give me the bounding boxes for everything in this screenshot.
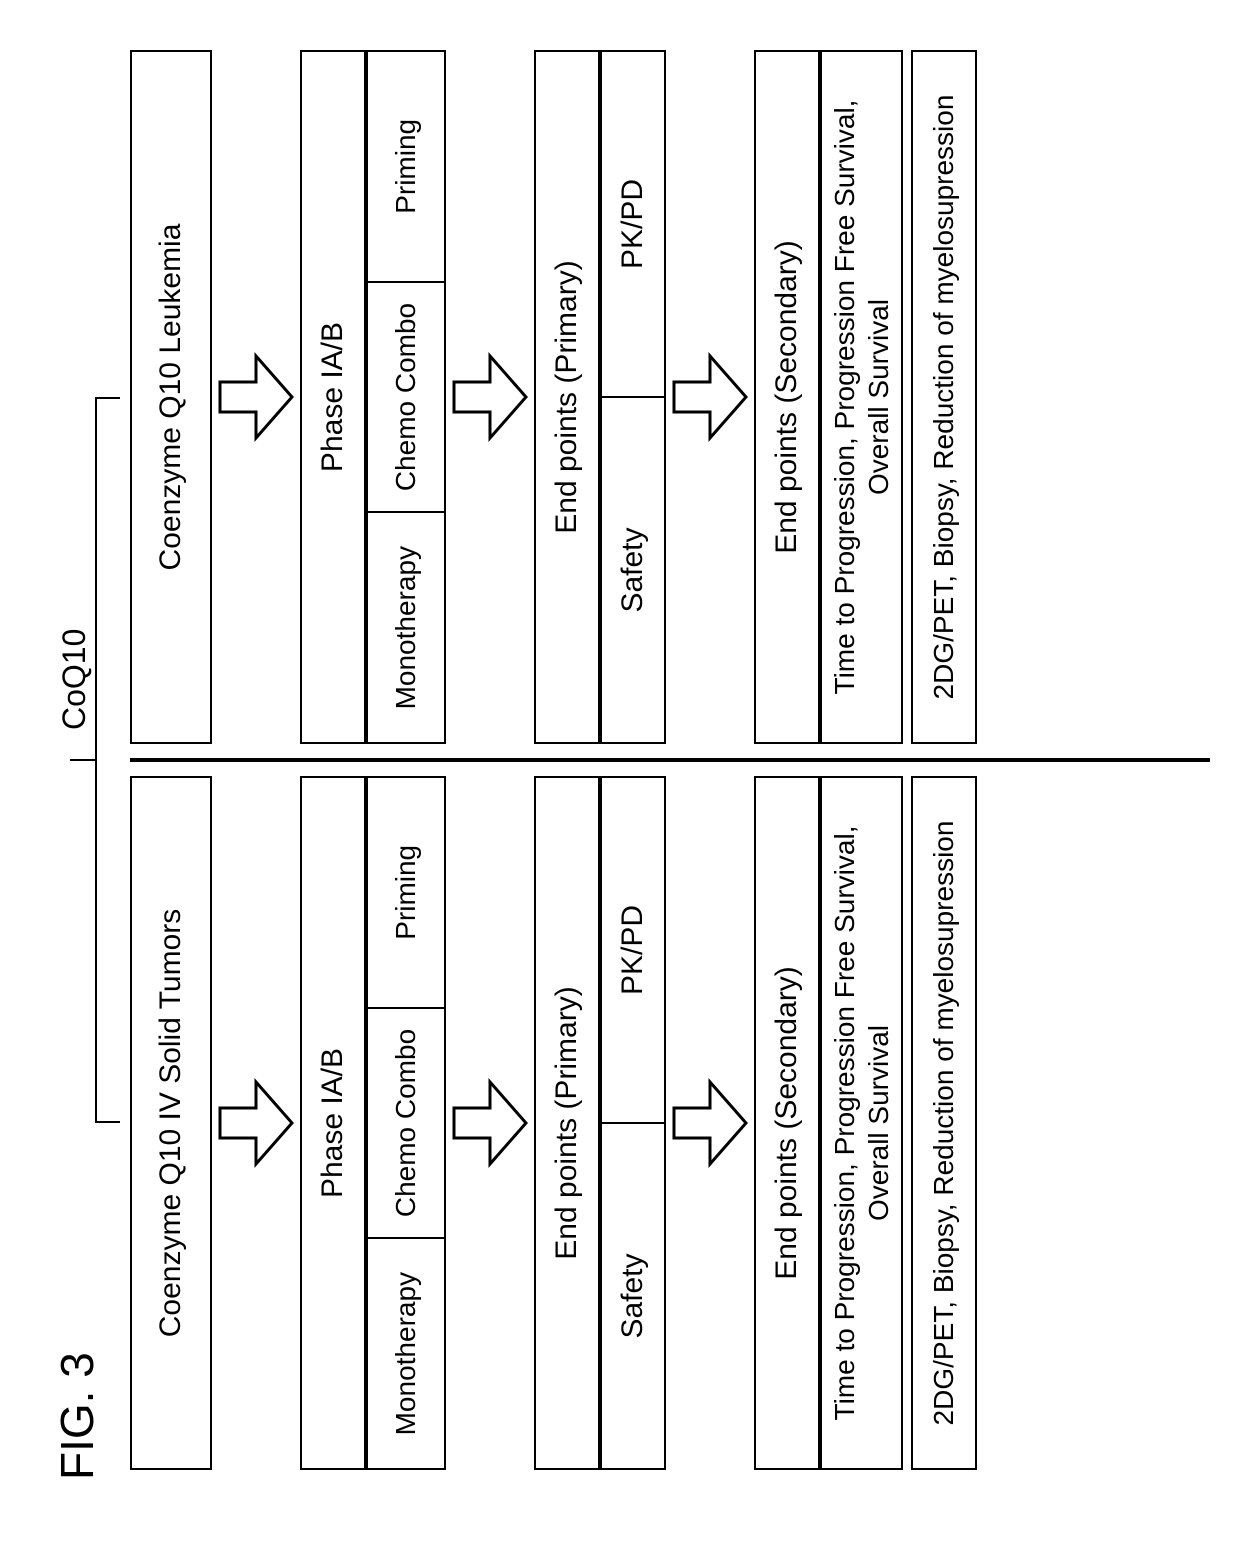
- arrow-down-icon: [446, 776, 534, 1470]
- phase-arms-row: Monotherapy Chemo Combo Priming: [366, 50, 446, 744]
- arm-cell: Priming: [366, 776, 446, 1007]
- primary-endpoints-header: End points (Primary): [534, 50, 600, 744]
- columns-container: Coenzyme Q10 IV Solid Tumors Phase IA/B …: [130, 40, 1210, 1480]
- secondary-endpoints-detail: Time to Progression, Progression Free Su…: [820, 50, 903, 744]
- arm-cell: Priming: [366, 50, 446, 281]
- arm-cell: Monotherapy: [366, 511, 446, 744]
- arrow-down-icon: [212, 50, 300, 744]
- root-connector: [70, 397, 130, 1123]
- phase-box: Phase IA/B: [300, 50, 366, 744]
- primary-endpoints-row: Safety PK/PD: [600, 776, 666, 1470]
- secondary-endpoints-header: End points (Secondary): [754, 50, 820, 744]
- arrow-down-icon: [212, 776, 300, 1470]
- secondary-endpoints-header: End points (Secondary): [754, 776, 820, 1470]
- endpoint-cell: Safety: [600, 396, 666, 744]
- footer-box: 2DG/PET, Biopsy, Reduction of myelosupre…: [911, 50, 977, 744]
- endpoint-cell: PK/PD: [600, 776, 666, 1122]
- arrow-down-icon: [666, 50, 754, 744]
- column-solid-tumors: Coenzyme Q10 IV Solid Tumors Phase IA/B …: [130, 766, 1210, 1480]
- arrow-down-icon: [666, 776, 754, 1470]
- root-label: CoQ10: [56, 629, 93, 730]
- primary-endpoints-row: Safety PK/PD: [600, 50, 666, 744]
- arrow-down-icon: [446, 50, 534, 744]
- title-box: Coenzyme Q10 Leukemia: [130, 50, 212, 744]
- arm-cell: Chemo Combo: [366, 1007, 446, 1238]
- footer-box: 2DG/PET, Biopsy, Reduction of myelosupre…: [911, 776, 977, 1470]
- page: FIG. 3 CoQ10 Coenzyme Q10 IV Solid Tumor…: [0, 0, 1240, 1550]
- rotated-canvas: FIG. 3 CoQ10 Coenzyme Q10 IV Solid Tumor…: [0, 0, 1240, 1550]
- secondary-endpoints-detail: Time to Progression, Progression Free Su…: [820, 776, 903, 1470]
- column-divider: [130, 758, 1210, 762]
- arm-cell: Chemo Combo: [366, 281, 446, 512]
- endpoint-cell: PK/PD: [600, 50, 666, 396]
- column-leukemia: Coenzyme Q10 Leukemia Phase IA/B Monothe…: [130, 40, 1210, 754]
- primary-endpoints-header: End points (Primary): [534, 776, 600, 1470]
- endpoint-cell: Safety: [600, 1122, 666, 1470]
- phase-arms-row: Monotherapy Chemo Combo Priming: [366, 776, 446, 1470]
- figure-label: FIG. 3: [50, 1352, 104, 1480]
- phase-box: Phase IA/B: [300, 776, 366, 1470]
- title-box: Coenzyme Q10 IV Solid Tumors: [130, 776, 212, 1470]
- arm-cell: Monotherapy: [366, 1237, 446, 1470]
